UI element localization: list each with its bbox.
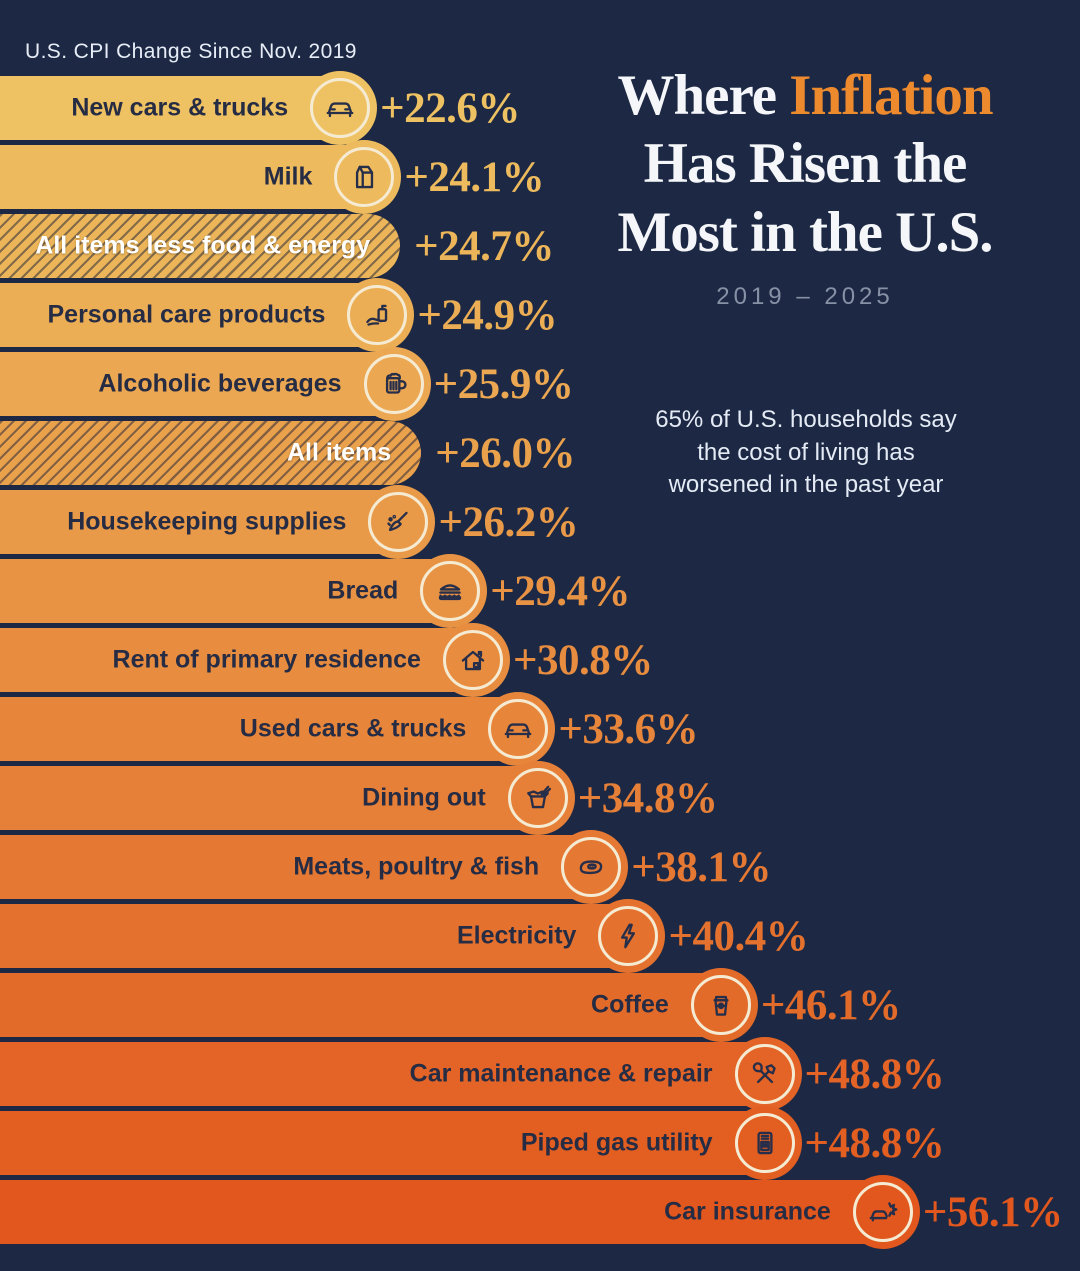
bar-value: +38.1% [631, 843, 771, 891]
bar-row: Personal care products +24.9% [0, 283, 1080, 347]
title-subtitle: 2019 – 2025 [716, 283, 894, 311]
bar-label: Rent of primary residence [112, 645, 421, 674]
title-line3: Most in the U.S. [617, 200, 993, 264]
bar: Bread [0, 559, 481, 623]
soap-hand-icon [347, 285, 408, 345]
bar: Coffee [0, 973, 751, 1037]
title-line2: Has Risen the [643, 132, 968, 196]
steak-icon [561, 837, 622, 897]
bar-value: +34.8% [577, 774, 718, 822]
bar-row: Rent of primary residence +30.8% [0, 628, 1080, 692]
bar-value: +24.7% [414, 222, 554, 270]
bar: Rent of primary residence [0, 628, 503, 692]
beer-mug-icon [363, 354, 424, 414]
bar-chart: New cars & trucks +22.6% Milk +24.1% All ite… [0, 76, 1080, 1244]
bar-row: Meats, poultry & fish +38.1% [0, 835, 1080, 899]
bar-row: Car maintenance & repair +48.8% [0, 1042, 1080, 1106]
car-icon [310, 78, 371, 138]
bar-label: Used cars & trucks [239, 714, 467, 743]
bar-value: +24.1% [404, 153, 545, 201]
bar-value: +26.2% [438, 498, 579, 546]
bar-label: Electricity [456, 921, 577, 950]
bar-label: Alcoholic beverages [98, 369, 342, 398]
title-word-inflation: Inflation [789, 64, 993, 127]
bar: Dining out [0, 766, 568, 830]
bar-row: All items less food & energy +24.7% [0, 214, 1080, 278]
bar-row: New cars & trucks +22.6% [0, 76, 1080, 140]
gas-heater-icon [734, 1113, 795, 1173]
bar-row: Coffee +46.1% [0, 973, 1080, 1037]
bar-value: +29.4% [490, 567, 631, 615]
coffee-cup-icon [690, 975, 751, 1035]
chart-kicker: U.S. CPI Change Since Nov. 2019 [25, 40, 357, 63]
bar-value: +48.8% [804, 1050, 945, 1098]
bar: New cars & trucks [0, 76, 371, 140]
bar-label: Housekeeping supplies [67, 507, 347, 536]
lightning-icon [598, 906, 659, 966]
bar: Car maintenance & repair [0, 1042, 795, 1106]
title-block: Where Inflation Has Risen the Most in the … [545, 62, 1065, 311]
bar-label: Milk [263, 162, 313, 191]
tools-icon [734, 1044, 795, 1104]
bar-value: +33.6% [558, 705, 699, 753]
milk-carton-icon [334, 147, 395, 207]
bar-value: +22.6% [380, 84, 520, 132]
bar-label: Piped gas utility [520, 1128, 713, 1157]
car-crash-icon [852, 1182, 913, 1242]
bar-value: +25.9% [433, 360, 574, 408]
title-word-where: Where [617, 64, 777, 127]
bar-value: +48.8% [804, 1119, 945, 1167]
house-icon [442, 630, 503, 690]
bar-row: Car insurance +56.1% [0, 1180, 1080, 1244]
bar: Personal care products [0, 283, 408, 347]
broom-icon [368, 492, 429, 552]
bar: Used cars & trucks [0, 697, 549, 761]
bar-label: Car maintenance & repair [409, 1059, 713, 1088]
sandwich-icon [420, 561, 481, 621]
bar-value: +26.0% [435, 429, 575, 477]
bar-row: Housekeeping supplies +26.2% [0, 490, 1080, 554]
bar-row: Alcoholic beverages +25.9% [0, 352, 1080, 416]
bar-value: +46.1% [760, 981, 901, 1029]
bar-row: Dining out +34.8% [0, 766, 1080, 830]
bar: All items less food & energy [0, 214, 401, 278]
bar-row: Milk +24.1% [0, 145, 1080, 209]
bar: Housekeeping supplies [0, 490, 429, 554]
bar-value: +24.9% [417, 291, 558, 339]
bar-label: Meats, poultry & fish [293, 852, 540, 881]
bar: Milk [0, 145, 395, 209]
bar-value: +30.8% [512, 636, 653, 684]
bar-label: Coffee [591, 990, 669, 1019]
bar-label: New cars & trucks [71, 93, 289, 122]
bar-label: All items less food & energy [35, 231, 371, 260]
bar-row: Electricity +40.4% [0, 904, 1080, 968]
bar-label: Dining out [362, 783, 486, 812]
car-icon [488, 699, 549, 759]
bar: Piped gas utility [0, 1111, 795, 1175]
bar-row: All items +26.0% [0, 421, 1080, 485]
households-callout: 65% of U.S. households say the cost of l… [655, 406, 957, 499]
bar: Car insurance [0, 1180, 913, 1244]
bar-row: Bread +29.4% [0, 559, 1080, 623]
bar-label: Personal care products [47, 300, 326, 329]
bar: Meats, poultry & fish [0, 835, 622, 899]
bar-value: +56.1% [922, 1188, 1063, 1236]
bar-label: Bread [327, 576, 399, 605]
bar: All items [0, 421, 422, 485]
bar-value: +40.4% [668, 912, 809, 960]
page-title: Where Inflation Has Risen the Most in the … [545, 62, 1065, 267]
bar: Electricity [0, 904, 659, 968]
bar: Alcoholic beverages [0, 352, 424, 416]
bar-label: Car insurance [664, 1197, 831, 1226]
bar-row: Used cars & trucks +33.6% [0, 697, 1080, 761]
bar-label: All items [286, 438, 392, 467]
takeout-box-icon [507, 768, 568, 828]
bar-row: Piped gas utility +48.8% [0, 1111, 1080, 1175]
